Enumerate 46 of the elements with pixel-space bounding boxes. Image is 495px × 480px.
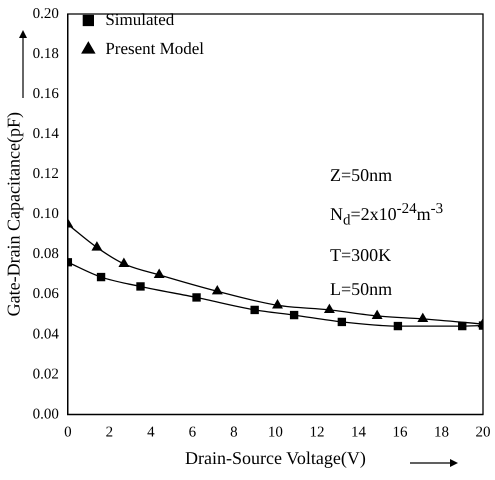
x-tick-label: 6 [188, 424, 197, 440]
x-tick-label: 0 [64, 424, 72, 440]
y-tick-label: 0.06 [32, 286, 60, 302]
point [394, 322, 402, 330]
y-tick-label: 0.08 [32, 246, 59, 262]
point [154, 269, 164, 278]
point [458, 322, 466, 330]
legend-label: Present Model [105, 38, 204, 58]
point [418, 313, 428, 322]
point [212, 286, 222, 294]
x-tick-label: 18 [434, 424, 449, 440]
x-tick-label: 10 [268, 424, 283, 440]
point [250, 306, 259, 314]
annotation: Z=50nm [330, 164, 394, 187]
point [136, 282, 145, 291]
annotation: T=300K [330, 244, 392, 267]
annotation: L=50nm [330, 278, 394, 301]
y-axis-title: Gate-Drain Capacitance(pF) [4, 112, 24, 316]
point [96, 272, 106, 282]
point [290, 310, 298, 320]
x-tick-label: 16 [392, 424, 408, 440]
x-tick-label: 12 [309, 424, 324, 440]
y-tick-label: 0.20 [32, 6, 59, 22]
y-tick-label: 0.12 [32, 166, 59, 182]
x-tick-label: 14 [350, 424, 366, 440]
point [118, 258, 129, 267]
annotation: N$_{d}$=2x10$^{-24}$m$^{-3}$ [330, 200, 444, 231]
point [338, 318, 346, 326]
legend-label: Simulated [105, 10, 175, 29]
x-tick-label: 8 [230, 424, 238, 440]
x-tick-label: 2 [106, 424, 114, 440]
point [372, 310, 382, 320]
y-tick-label: 0.00 [32, 406, 59, 422]
y-tick-label: 0.16 [32, 86, 60, 102]
x-tick-label: 4 [147, 424, 156, 440]
point [324, 304, 334, 314]
y-tick-label: 0.18 [32, 46, 59, 62]
y-tick-label: 0.14 [32, 126, 60, 142]
x-axis-title: Drain-Source Voltage(V) [185, 448, 366, 468]
y-tick-label: 0.10 [32, 206, 59, 222]
point [92, 242, 102, 251]
y-tick-label: 0.04 [32, 326, 60, 342]
y-tick-label: 0.02 [32, 366, 59, 382]
point [192, 293, 201, 302]
x-tick-label: 20 [476, 424, 490, 440]
point [272, 300, 282, 308]
